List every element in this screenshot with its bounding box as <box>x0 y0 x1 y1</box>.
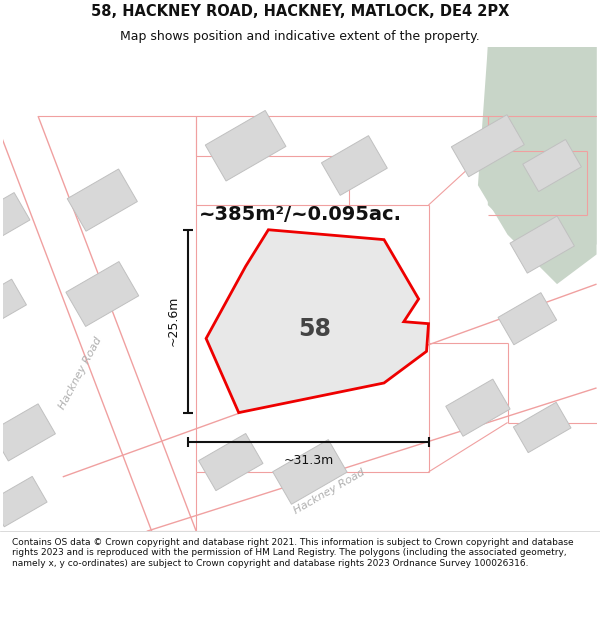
Polygon shape <box>446 379 510 436</box>
Text: 58: 58 <box>298 317 331 341</box>
Polygon shape <box>0 404 55 461</box>
Polygon shape <box>272 439 347 504</box>
Polygon shape <box>66 261 139 326</box>
Polygon shape <box>451 114 524 177</box>
Text: Hackney Road: Hackney Road <box>292 468 367 516</box>
Polygon shape <box>0 116 196 531</box>
Text: ~385m²/~0.095ac.: ~385m²/~0.095ac. <box>199 206 401 224</box>
Polygon shape <box>523 139 581 191</box>
Polygon shape <box>478 47 596 284</box>
Polygon shape <box>199 434 263 491</box>
Polygon shape <box>205 111 286 181</box>
Polygon shape <box>498 292 557 345</box>
Polygon shape <box>206 230 428 412</box>
Polygon shape <box>510 216 574 273</box>
Polygon shape <box>0 279 26 329</box>
Text: Map shows position and indicative extent of the property.: Map shows position and indicative extent… <box>120 30 480 43</box>
Polygon shape <box>0 476 47 527</box>
Text: 58, HACKNEY ROAD, HACKNEY, MATLOCK, DE4 2PX: 58, HACKNEY ROAD, HACKNEY, MATLOCK, DE4 … <box>91 4 509 19</box>
Text: Contains OS data © Crown copyright and database right 2021. This information is : Contains OS data © Crown copyright and d… <box>12 538 574 568</box>
Polygon shape <box>514 402 571 452</box>
Polygon shape <box>488 47 596 244</box>
Text: ~31.3m: ~31.3m <box>283 454 334 467</box>
Polygon shape <box>67 169 137 231</box>
Text: ~25.6m: ~25.6m <box>167 296 180 346</box>
Text: Hackney Road: Hackney Road <box>57 335 104 411</box>
Polygon shape <box>0 192 30 247</box>
Polygon shape <box>63 284 596 531</box>
Polygon shape <box>322 136 388 196</box>
